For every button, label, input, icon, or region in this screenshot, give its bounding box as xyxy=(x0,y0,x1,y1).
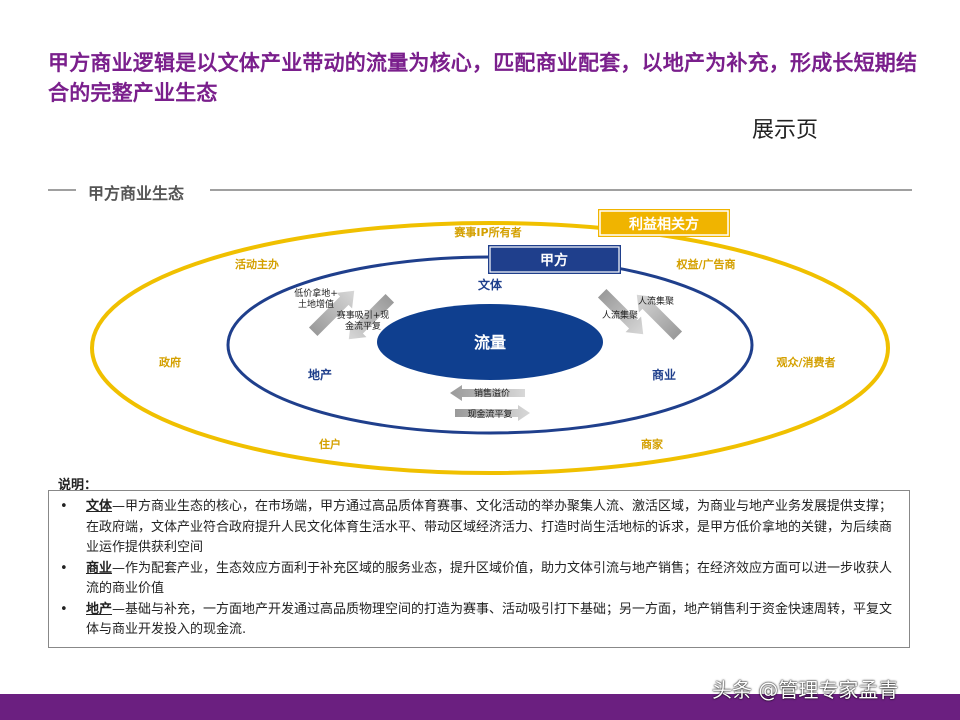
arrow-label-traffic-gather-2: 人流集聚 xyxy=(602,309,638,321)
center-traffic-ellipse xyxy=(377,304,603,380)
arrow-sales-premium xyxy=(450,385,525,401)
arrow-wenti-to-shangye xyxy=(597,288,644,335)
arrow-cashflow-balance xyxy=(455,405,530,421)
bullet-icon: • xyxy=(60,601,68,617)
note-term: 文体 xyxy=(86,499,113,514)
note-text: —作为配套产业，生态效应方面利于补充区域的服务业态，提升区域价值，助力文体引流与… xyxy=(86,560,893,597)
stakeholder-label: 利益相关方 xyxy=(629,216,699,233)
note-term: 地产 xyxy=(86,601,113,617)
bullet-icon: • xyxy=(60,499,68,514)
note-item-dichan: • 地产—基础与补充，一方面地产开发通过高品质物理空间的打造为赛事、活动吸引打下基… xyxy=(58,600,904,641)
page-label: 展示页 xyxy=(752,118,819,143)
page-title: 甲方商业逻辑是以文体产业带动的流量为核心，匹配商业配套，以地产为补充，形成长短期… xyxy=(48,51,918,105)
arrow-dichan-to-wenti xyxy=(308,290,355,337)
bullet-icon: • xyxy=(60,560,68,576)
note-text: —基础与补充，一方面地产开发通过高品质物理空间的打造为赛事、活动吸引打下基础；另… xyxy=(86,601,893,638)
party-a-box xyxy=(488,245,621,274)
note-text: —甲方商业生态的核心，在市场端，甲方通过高品质体育赛事、文化活动的举办聚集人流、… xyxy=(86,499,893,555)
arrow-label-traffic-gather-1: 人流集聚 xyxy=(638,295,674,307)
arrow-wenti-to-dichan xyxy=(348,293,395,340)
party-a-label: 甲方 xyxy=(540,252,568,269)
arrow-label-low-price-land: 低价拿地+土地增值 xyxy=(294,287,338,310)
outer-ring xyxy=(90,221,890,475)
label-residents: 住户 xyxy=(319,437,341,451)
label-rights-ads: 权益/广告商 xyxy=(675,257,735,271)
note-term: 商业 xyxy=(86,560,113,576)
label-ip-owner: 赛事IP所有者 xyxy=(453,225,521,239)
section-title: 甲方商业生态 xyxy=(88,184,185,203)
note-item-shangye: • 商业—作为配套产业，生态效应方面利于补充区域的服务业态，提升区域价值，助力文体… xyxy=(58,559,904,600)
stakeholder-box xyxy=(598,209,730,237)
center-label: 流量 xyxy=(474,333,506,352)
node-wenti: 文体 xyxy=(478,277,503,292)
footer-bar xyxy=(0,694,960,720)
notes-box xyxy=(48,490,910,648)
note-item-wenti: • 文体—甲方商业生态的核心，在市场端，甲方通过高品质体育赛事、文化活动的举办聚集… xyxy=(58,497,904,559)
watermark: 头条 @管理专家孟青 xyxy=(712,678,899,702)
node-dichan: 地产 xyxy=(308,367,332,382)
label-merchants: 商家 xyxy=(641,437,664,451)
label-government: 政府 xyxy=(159,355,181,369)
section-divider-right xyxy=(210,189,912,191)
label-audience: 观众/消费者 xyxy=(776,355,835,369)
section-divider-left xyxy=(48,189,76,191)
node-shangye: 商业 xyxy=(652,367,676,382)
arrow-label-event-traffic: 赛事吸引+现金流平复 xyxy=(337,309,390,332)
ecosystem-diagram: 流量 利益相关方 甲方 文体 地产 商业 赛事IP所有者 活动主办 权益/广告商… xyxy=(90,209,890,475)
arrow-shangye-to-wenti xyxy=(636,294,683,341)
arrow-label-cashflow-balance: 现金流平复 xyxy=(467,408,512,420)
notes-title: 说明： xyxy=(58,478,98,493)
notes-list: • 文体—甲方商业生态的核心，在市场端，甲方通过高品质体育赛事、文化活动的举办聚集… xyxy=(58,497,904,641)
label-event-host: 活动主办 xyxy=(235,257,279,271)
arrow-label-sales-premium: 销售溢价 xyxy=(474,387,510,399)
